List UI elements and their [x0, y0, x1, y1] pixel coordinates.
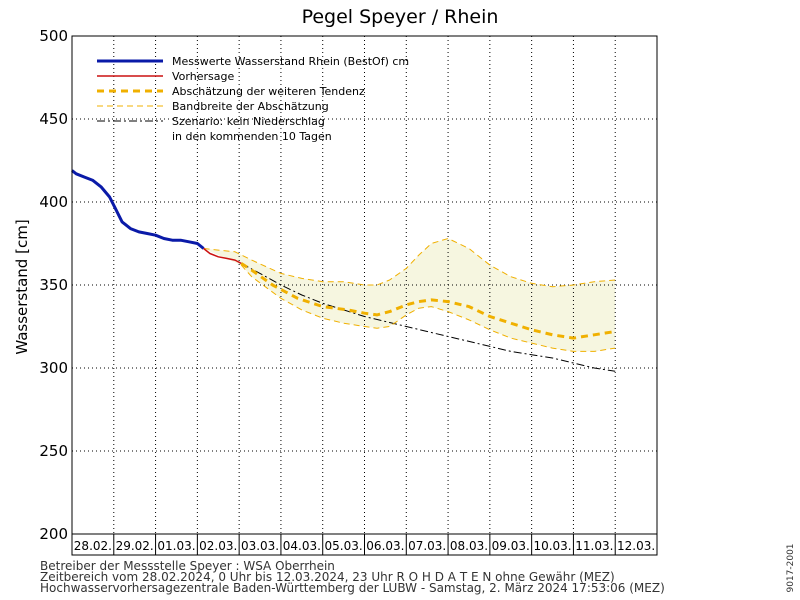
legend-label-scenario-line2: in den kommenden 10 Tagen	[172, 130, 332, 143]
x-tick-label: 11.03.	[575, 539, 613, 553]
x-tick-label: 29.02.	[116, 539, 154, 553]
x-tick-label: 12.03.	[617, 539, 655, 553]
series-forecast	[203, 247, 242, 265]
x-tick-label: 28.02.	[74, 539, 112, 553]
legend-label-tendency: Abschätzung der weiteren Tendenz	[172, 85, 365, 98]
y-tick-label: 500	[39, 27, 68, 45]
legend-label-range: Bandbreite der Abschätzung	[172, 100, 329, 113]
x-tick-label: 03.03.	[241, 539, 279, 553]
y-tick-label: 300	[39, 359, 68, 377]
y-tick-label: 450	[39, 110, 68, 128]
y-axis-label: Wasserstand [cm]	[13, 219, 31, 354]
footer-operator: Betreiber der Messstelle Speyer : WSA Ob…	[40, 559, 335, 573]
chart-title: Pegel Speyer / Rhein	[302, 6, 499, 28]
y-tick-label: 350	[39, 276, 68, 294]
x-tick-labels: 28.02. 29.02. 01.03. 02.03. 03.03. 04.03. 05.0…	[74, 534, 655, 555]
x-axis-strip-frame	[71, 533, 658, 556]
grid-lines	[72, 36, 657, 534]
estimate-band-fill	[203, 238, 616, 352]
legend-label-measured: Messwerte Wasserstand Rhein (BestOf) cm	[172, 55, 409, 68]
series-range-lower	[240, 264, 616, 352]
x-tick-label: 07.03.	[408, 539, 446, 553]
x-tick-label: 06.03.	[366, 539, 404, 553]
x-tick-label: 02.03.	[199, 539, 237, 553]
x-tick-label: 01.03.	[157, 539, 195, 553]
legend-label-scenario: Szenario: kein Niederschlag	[172, 115, 325, 128]
legend: Messwerte Wasserstand Rhein (BestOf) cm …	[97, 55, 409, 143]
y-tick-labels: 200 250 300 350 400 450 500	[39, 27, 68, 543]
x-tick-label: 09.03.	[492, 539, 530, 553]
x-tick-label: 05.03.	[325, 539, 363, 553]
legend-label-forecast: Vorhersage	[172, 70, 234, 83]
x-tick-label: 08.03.	[450, 539, 488, 553]
footer-source: Hochwasservorhersagezentrale Baden-Württ…	[40, 581, 665, 595]
y-tick-label: 200	[39, 525, 68, 543]
side-code: 9017-2001	[786, 543, 796, 592]
estimate-band	[203, 238, 616, 352]
series-range-upper	[203, 238, 616, 288]
series-measured	[71, 169, 205, 250]
footer-time-range: Zeitbereich vom 28.02.2024, 0 Uhr bis 12…	[40, 570, 615, 584]
y-tick-label: 400	[39, 193, 68, 211]
y-tick-label: 250	[39, 442, 68, 460]
series-scenario	[240, 262, 616, 372]
data-series	[71, 169, 616, 372]
series-tendency	[240, 262, 616, 340]
x-tick-label: 04.03.	[283, 539, 321, 553]
x-tick-label: 10.03.	[533, 539, 571, 553]
